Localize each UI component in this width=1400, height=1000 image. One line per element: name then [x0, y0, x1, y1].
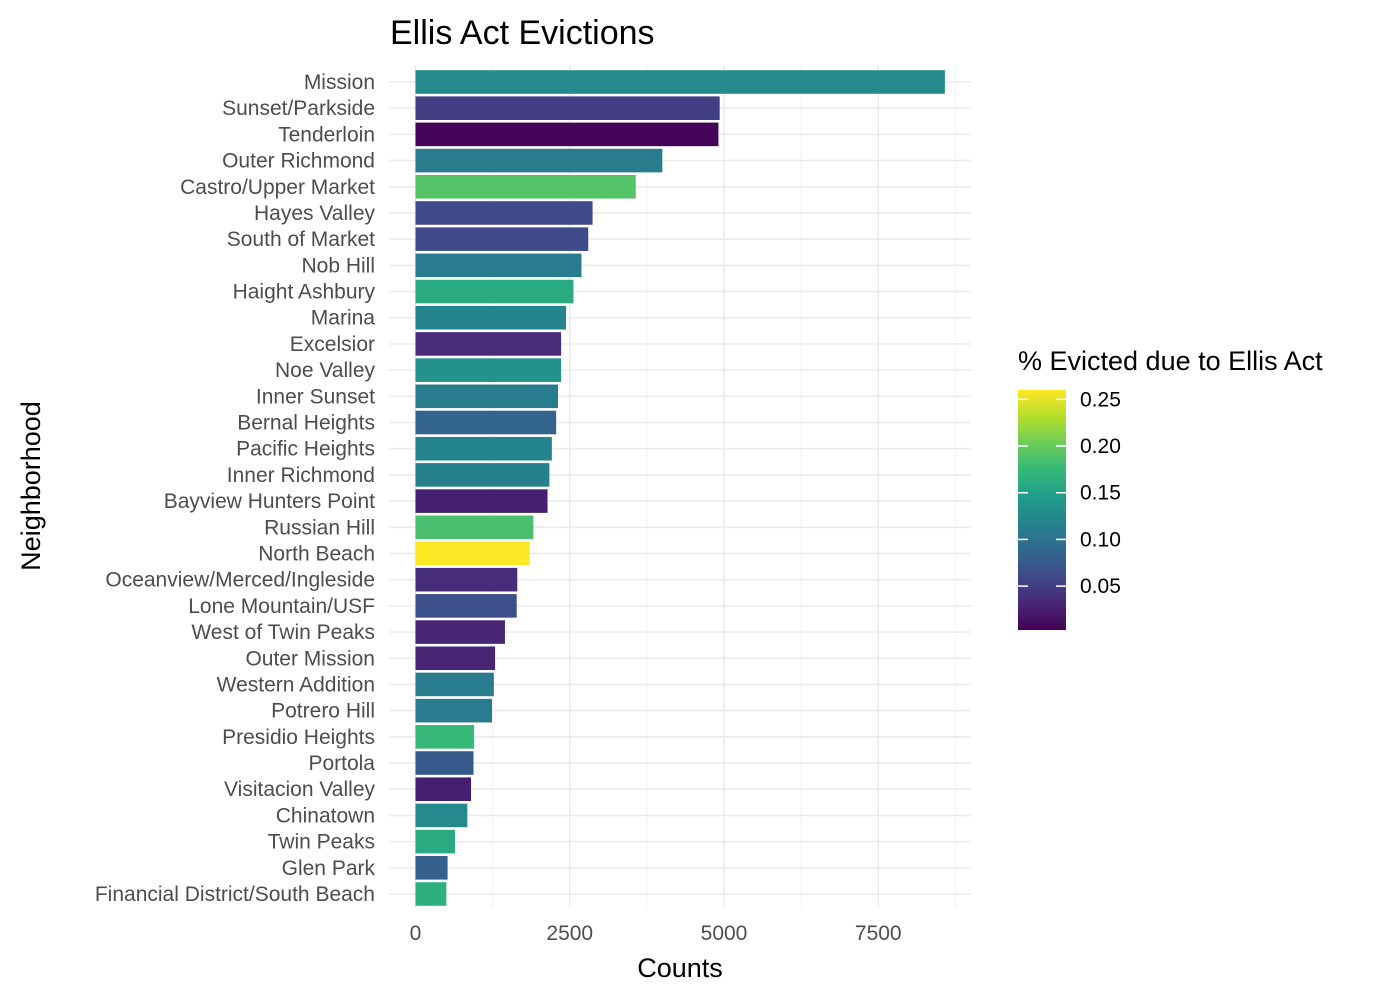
bar — [415, 829, 455, 854]
y-tick-label: Pacific Heights — [236, 438, 375, 461]
bar — [415, 856, 448, 880]
y-tick-label: Inner Richmond — [227, 464, 375, 487]
y-tick-label: Haight Ashbury — [233, 281, 376, 304]
bar — [415, 489, 548, 513]
bar — [415, 96, 720, 120]
y-tick-label: South of Market — [227, 228, 375, 251]
y-tick-label: Hayes Valley — [254, 202, 375, 225]
y-tick-label: Visitacion Valley — [224, 778, 375, 801]
x-tick-label: 5000 — [701, 922, 748, 945]
bars — [415, 70, 945, 906]
legend-tick-label: 0.25 — [1080, 388, 1121, 411]
bar — [415, 384, 559, 409]
bar — [415, 279, 574, 304]
y-tick-label: Mission — [304, 71, 375, 94]
y-tick-label: Outer Mission — [245, 647, 375, 670]
y-tick-label: Nob Hill — [301, 254, 375, 277]
bar — [415, 174, 636, 199]
bar — [415, 332, 562, 356]
chart-title: Ellis Act Evictions — [390, 14, 655, 52]
x-tick-labels: 0 2500 5000 7500 — [410, 922, 902, 945]
y-tick-label: Chinatown — [276, 804, 375, 827]
bar — [415, 305, 567, 330]
bar — [415, 672, 494, 697]
legend-tick-label: 0.20 — [1080, 435, 1121, 458]
y-tick-label: Inner Sunset — [256, 385, 375, 408]
bar — [415, 70, 945, 94]
bar — [415, 646, 496, 671]
y-tick-label: Portola — [308, 752, 375, 775]
y-tick-label: Marina — [311, 307, 376, 330]
y-tick-label: Castro/Upper Market — [180, 176, 375, 199]
bar — [415, 148, 663, 173]
bar — [415, 227, 589, 251]
y-tick-label: Financial District/South Beach — [95, 883, 375, 906]
bar — [415, 253, 582, 278]
y-tick-label: Sunset/Parkside — [222, 97, 375, 120]
y-tick-label: North Beach — [258, 542, 375, 565]
legend-colorbar — [1018, 390, 1066, 630]
y-axis-title: Neighborhood — [16, 401, 46, 571]
bar — [415, 201, 593, 225]
y-tick-label: Potrero Hill — [271, 700, 375, 723]
x-tick-label: 0 — [410, 922, 422, 945]
bar — [415, 594, 517, 618]
legend-tick-label: 0.15 — [1080, 482, 1121, 505]
legend-ticks: 0.05 0.10 0.15 0.20 0.25 — [1018, 388, 1121, 598]
bar — [415, 515, 534, 540]
y-tick-label: Bayview Hunters Point — [164, 490, 375, 513]
y-tick-label: West of Twin Peaks — [191, 621, 375, 644]
y-tick-label: Bernal Heights — [237, 412, 375, 435]
bar — [415, 463, 550, 487]
y-tick-label: Oceanview/Merced/Ingleside — [105, 569, 375, 592]
bar — [415, 725, 475, 749]
y-tick-label: Noe Valley — [275, 359, 375, 382]
x-tick-label: 7500 — [855, 922, 902, 945]
bar — [415, 882, 447, 906]
bar — [415, 541, 530, 566]
bar — [415, 567, 518, 592]
legend-tick-label: 0.05 — [1080, 575, 1121, 598]
legend-tick-label: 0.10 — [1080, 528, 1121, 551]
y-tick-label: Glen Park — [282, 857, 376, 880]
y-tick-label: Western Addition — [217, 673, 375, 696]
y-tick-label: Excelsior — [290, 333, 375, 356]
y-tick-labels: Mission Sunset/Parkside Tenderloin Outer Ri… — [95, 71, 376, 906]
bar — [415, 436, 552, 461]
bar — [415, 751, 474, 775]
y-tick-label: Lone Mountain/USF — [188, 595, 375, 618]
y-tick-label: Twin Peaks — [268, 831, 375, 854]
y-tick-label: Russian Hill — [264, 516, 375, 539]
color-legend: % Evicted due to Ellis Act 0.050.100.150… — [1018, 346, 1323, 630]
bar — [415, 698, 493, 723]
bar — [415, 777, 472, 802]
legend-title: % Evicted due to Ellis Act — [1018, 346, 1323, 376]
bar — [415, 620, 505, 644]
bar — [415, 410, 557, 435]
bar — [415, 803, 468, 828]
y-tick-label: Outer Richmond — [222, 150, 375, 173]
x-axis-title: Counts — [637, 953, 723, 983]
y-tick-label: Presidio Heights — [222, 726, 375, 749]
bar — [415, 122, 719, 147]
y-tick-label: Tenderloin — [278, 123, 375, 146]
bar — [415, 358, 562, 382]
x-tick-label: 2500 — [546, 922, 593, 945]
